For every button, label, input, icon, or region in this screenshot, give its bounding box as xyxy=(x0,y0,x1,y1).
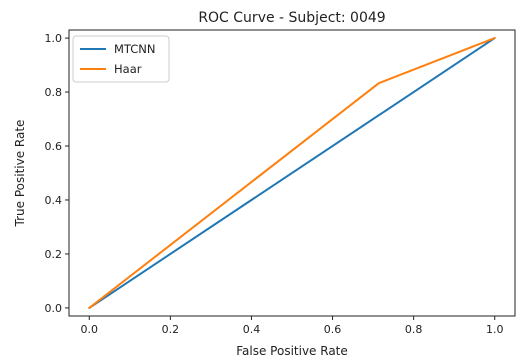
y-tick-label: 0.6 xyxy=(45,140,63,153)
x-axis-ticks: 0.0 0.2 0.4 0.6 0.8 1.0 xyxy=(81,316,504,336)
y-tick-label: 0.8 xyxy=(45,86,63,99)
legend-label-haar: Haar xyxy=(114,62,142,76)
chart-title: ROC Curve - Subject: 0049 xyxy=(198,10,385,26)
x-tick-label: 0.6 xyxy=(324,323,342,336)
x-tick-label: 0.4 xyxy=(243,323,261,336)
series-layer xyxy=(88,37,496,309)
x-tick-label: 0.8 xyxy=(405,323,423,336)
series-line-haar xyxy=(88,37,496,309)
legend-label-mtcnn: MTCNN xyxy=(114,42,156,56)
legend-box xyxy=(72,35,170,83)
y-axis-label: True Positive Rate xyxy=(13,120,27,228)
series-line-mtcnn xyxy=(88,37,496,309)
x-tick-label: 1.0 xyxy=(486,323,504,336)
y-tick-label: 1.0 xyxy=(45,32,63,45)
y-tick-label: 0.4 xyxy=(45,194,63,207)
y-tick-label: 0.2 xyxy=(45,248,63,261)
y-axis-ticks: 0.0 0.2 0.4 0.6 0.8 1.0 xyxy=(45,32,69,315)
x-axis-label: False Positive Rate xyxy=(236,344,348,358)
y-tick-label: 0.0 xyxy=(45,302,63,315)
x-tick-label: 0.0 xyxy=(81,323,99,336)
x-tick-label: 0.2 xyxy=(162,323,180,336)
legend: MTCNN Haar xyxy=(72,35,170,83)
